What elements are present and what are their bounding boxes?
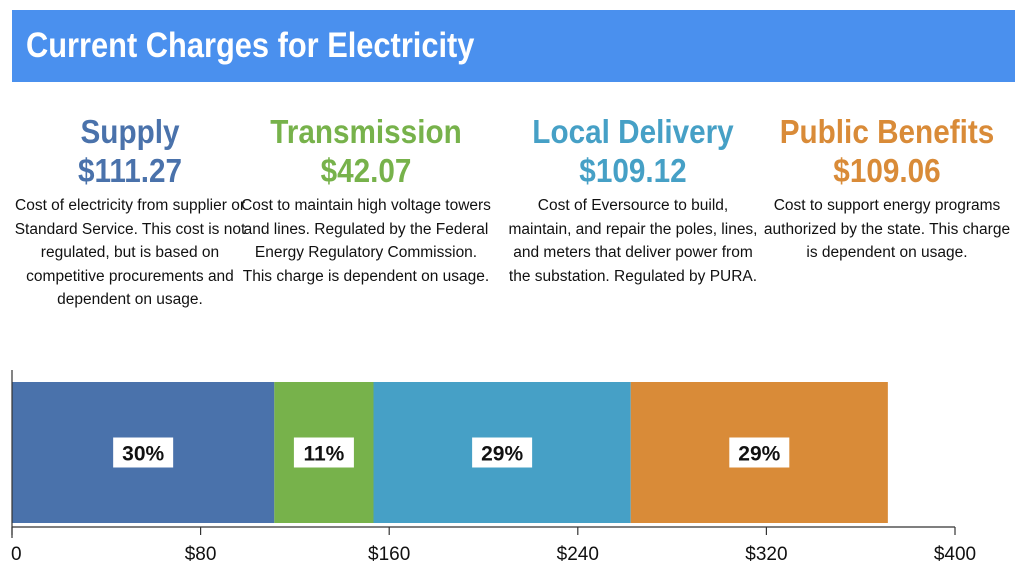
charge-amount: $109.12 xyxy=(579,152,687,189)
data-label-box xyxy=(293,437,354,468)
x-tick-label: $80 xyxy=(185,544,217,565)
x-tick-label: $160 xyxy=(368,544,410,565)
data-label: 29% xyxy=(481,443,523,466)
charge-name: Public Benefits xyxy=(779,113,995,150)
data-label-box xyxy=(113,437,174,468)
charge-local-delivery: Local Delivery $109.12 Cost of Eversourc… xyxy=(508,112,758,288)
charge-name: Local Delivery xyxy=(532,113,734,150)
charge-description: Cost to maintain high voltage towers and… xyxy=(241,197,491,285)
charge-amount: $42.07 xyxy=(320,152,412,189)
data-label: 30% xyxy=(122,443,164,466)
x-tick-label: 0 xyxy=(11,544,22,565)
charge-description: Cost of Eversource to build, maintain, a… xyxy=(508,197,758,285)
data-label: 29% xyxy=(738,443,780,466)
charge-amount: $109.06 xyxy=(833,152,941,189)
charge-name: Supply xyxy=(80,113,180,150)
charge-name: Transmission xyxy=(270,113,462,150)
data-label: 11% xyxy=(303,443,344,466)
charge-public-benefits: Public Benefits $109.06 Cost to support … xyxy=(762,112,1012,265)
data-label-box xyxy=(472,437,533,468)
charge-description: Cost to support energy programs authoriz… xyxy=(763,197,1011,261)
charge-description: Cost of electricity from supplier or Sta… xyxy=(14,197,246,308)
charge-transmission: Transmission $42.07 Cost to maintain hig… xyxy=(241,112,491,288)
x-tick-label: $240 xyxy=(557,544,599,565)
x-tick-label: $320 xyxy=(745,544,787,565)
x-tick-label: $400 xyxy=(934,544,976,565)
header-banner: Current Charges for Electricity xyxy=(12,10,1015,82)
data-label-box xyxy=(729,437,790,468)
charge-amount: $111.27 xyxy=(77,152,183,189)
charge-supply: Supply $111.27 Cost of electricity from … xyxy=(5,112,255,312)
page-title: Current Charges for Electricity xyxy=(26,26,475,65)
